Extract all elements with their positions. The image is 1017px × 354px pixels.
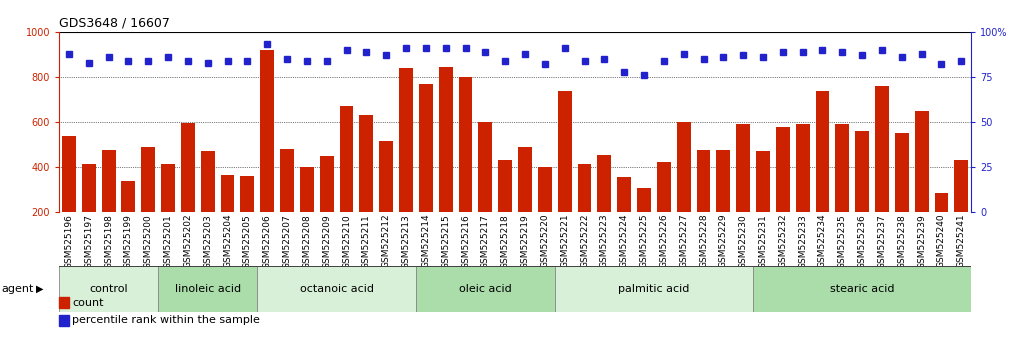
Bar xyxy=(855,131,870,258)
Bar xyxy=(776,127,790,258)
Bar xyxy=(102,150,116,258)
Bar xyxy=(736,124,751,258)
Bar xyxy=(816,91,830,258)
Bar xyxy=(141,147,156,258)
Text: ▶: ▶ xyxy=(36,284,43,293)
Bar xyxy=(555,266,754,312)
Bar xyxy=(716,150,730,258)
Bar xyxy=(895,133,909,258)
Bar xyxy=(280,149,294,258)
Bar xyxy=(260,50,275,258)
Bar xyxy=(518,147,532,258)
Bar xyxy=(498,160,513,258)
Bar xyxy=(753,266,971,312)
Bar xyxy=(59,266,159,312)
Bar xyxy=(438,67,453,258)
Text: oleic acid: oleic acid xyxy=(459,284,512,293)
Bar xyxy=(697,150,711,258)
Bar xyxy=(161,164,175,258)
Bar xyxy=(181,123,195,258)
Bar xyxy=(159,266,257,312)
Bar xyxy=(416,266,555,312)
Bar xyxy=(478,122,492,258)
Bar xyxy=(835,124,849,258)
Bar xyxy=(459,77,473,258)
Bar xyxy=(300,167,314,258)
Bar xyxy=(399,68,413,258)
Text: GDS3648 / 16607: GDS3648 / 16607 xyxy=(59,16,170,29)
Bar xyxy=(319,156,334,258)
Bar xyxy=(340,106,354,258)
Bar xyxy=(617,177,632,258)
Bar xyxy=(578,164,592,258)
Text: count: count xyxy=(72,298,104,308)
Bar xyxy=(597,155,611,258)
Text: control: control xyxy=(89,284,128,293)
Bar xyxy=(676,122,691,258)
Bar xyxy=(538,167,552,258)
Bar xyxy=(200,152,215,258)
Bar xyxy=(240,176,254,258)
Bar xyxy=(914,111,929,258)
Text: linoleic acid: linoleic acid xyxy=(175,284,241,293)
Bar xyxy=(637,188,651,258)
Text: percentile rank within the sample: percentile rank within the sample xyxy=(72,315,260,325)
Bar xyxy=(121,181,135,258)
Bar xyxy=(81,164,96,258)
Bar xyxy=(795,124,810,258)
Text: stearic acid: stearic acid xyxy=(830,284,894,293)
Bar xyxy=(419,84,433,258)
Text: agent: agent xyxy=(1,284,34,293)
Bar xyxy=(557,91,572,258)
Bar xyxy=(221,175,235,258)
Bar xyxy=(935,193,949,258)
Bar xyxy=(62,136,76,258)
Bar xyxy=(756,152,770,258)
Text: palmitic acid: palmitic acid xyxy=(618,284,690,293)
Bar xyxy=(257,266,416,312)
Bar xyxy=(379,141,394,258)
Bar xyxy=(657,162,671,258)
Bar xyxy=(359,115,373,258)
Bar xyxy=(875,86,889,258)
Text: octanoic acid: octanoic acid xyxy=(300,284,373,293)
Bar xyxy=(954,160,968,258)
